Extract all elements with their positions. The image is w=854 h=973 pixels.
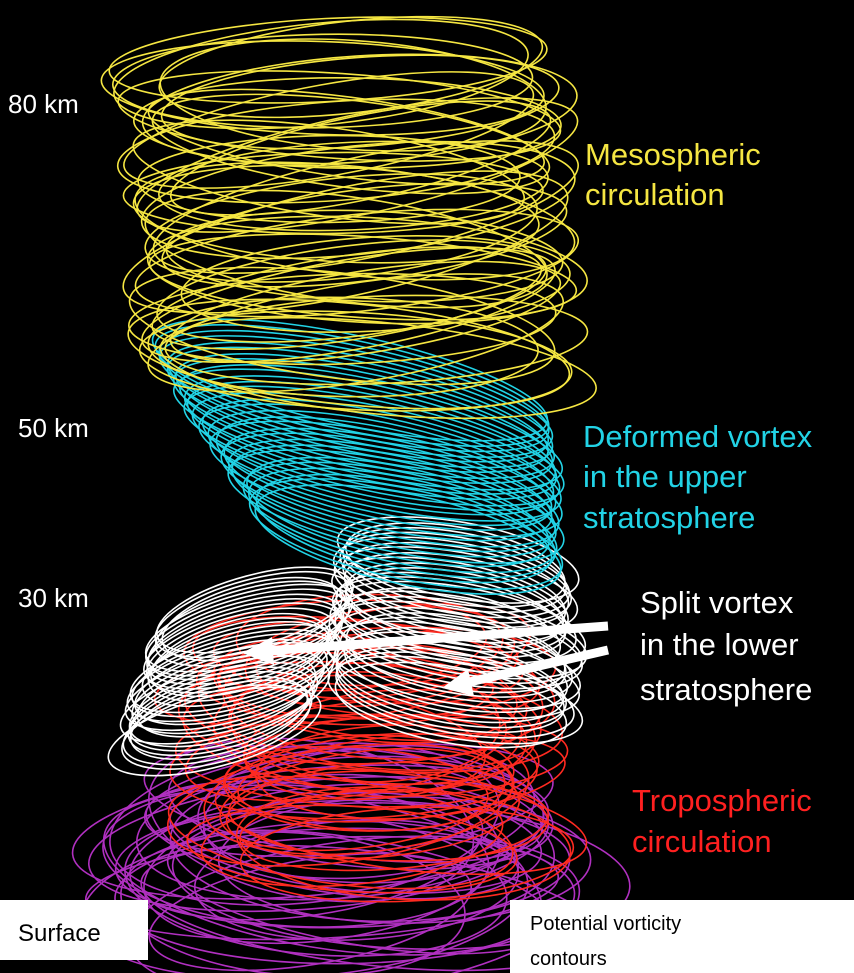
contour: [148, 233, 578, 321]
contour: [335, 636, 565, 724]
contour: [147, 88, 545, 186]
contour: [117, 70, 562, 162]
contour: [343, 552, 567, 638]
contour: [239, 806, 575, 903]
contour: [227, 449, 565, 564]
contour: [107, 686, 322, 777]
contour: [172, 368, 564, 491]
contour: [332, 536, 573, 624]
contour: [127, 670, 314, 757]
contour: [231, 444, 557, 558]
note: Potential vorticity: [530, 913, 681, 935]
contour: [228, 770, 549, 862]
annotation: stratosphere: [583, 500, 755, 535]
annotation: in the upper: [583, 459, 747, 494]
contour: [167, 775, 514, 890]
contour: [171, 802, 631, 950]
contour: [158, 140, 549, 232]
annotation: Mesospheric: [585, 137, 761, 172]
contour: [144, 189, 548, 309]
note: contours: [530, 948, 607, 970]
contour: [123, 71, 535, 189]
contours: [71, 15, 631, 973]
contour: [160, 54, 560, 150]
contour: [248, 478, 564, 590]
annotation: Deformed vortex: [583, 419, 813, 454]
contour: [186, 804, 518, 894]
contour: [335, 571, 567, 659]
contour: [198, 403, 562, 522]
contour: [207, 409, 557, 527]
contour: [140, 140, 576, 260]
contour: [164, 294, 589, 386]
contour: [133, 76, 562, 170]
contour: [169, 260, 562, 364]
contour: [335, 641, 567, 729]
annotation: circulation: [585, 177, 725, 212]
arrow-head: [242, 637, 274, 665]
contour: [183, 385, 565, 507]
contour: [144, 173, 538, 283]
contour: [146, 215, 588, 325]
contour: [225, 761, 521, 860]
contour: [342, 526, 568, 614]
contour: [333, 546, 579, 634]
contour: [182, 685, 486, 793]
contour: [122, 151, 544, 235]
contour: [116, 98, 556, 204]
contour: [328, 600, 583, 690]
contour: [159, 316, 597, 420]
altitude-label: 30 km: [18, 583, 89, 613]
contour: [128, 272, 557, 366]
contour: [254, 484, 562, 595]
contour: [134, 208, 580, 318]
annotation: Split vortex: [640, 585, 794, 620]
contour: [220, 432, 560, 548]
contour: [239, 782, 550, 872]
arrow-head: [442, 669, 474, 696]
contour: [138, 310, 573, 412]
contour: [203, 732, 530, 856]
contour: [335, 651, 575, 739]
contour: [200, 788, 504, 888]
altitude-label: 50 km: [18, 413, 89, 443]
contour: [119, 655, 331, 745]
contour: [120, 831, 466, 973]
arrow: [264, 621, 609, 656]
annotation: Tropospheric: [632, 783, 812, 818]
surface-label: Surface: [18, 920, 101, 947]
contour: [127, 298, 571, 410]
annotation: in the lower: [640, 627, 799, 662]
altitude-label: 80 km: [8, 89, 79, 119]
contour: [209, 420, 563, 538]
contour: [255, 473, 553, 584]
annotation: circulation: [632, 824, 772, 859]
surface-box: [0, 900, 148, 960]
contour: [134, 161, 576, 281]
contour: [121, 684, 311, 770]
contour: [100, 40, 545, 136]
arrow: [463, 645, 610, 688]
contour: [113, 18, 529, 130]
annotation: stratosphere: [640, 672, 812, 707]
contour: [334, 661, 568, 749]
contour: [122, 679, 313, 766]
contour: [235, 786, 572, 901]
note-box: [510, 900, 854, 973]
contour: [158, 329, 550, 453]
contour: [129, 675, 309, 761]
contour: [327, 655, 584, 745]
contour: [183, 375, 557, 495]
contour: [112, 33, 534, 129]
contour: [122, 170, 569, 314]
contour: [134, 638, 328, 726]
contour: [147, 273, 565, 393]
contour: [152, 139, 579, 275]
contour: [136, 653, 317, 738]
arrows: [242, 621, 610, 696]
contour: [342, 541, 570, 629]
